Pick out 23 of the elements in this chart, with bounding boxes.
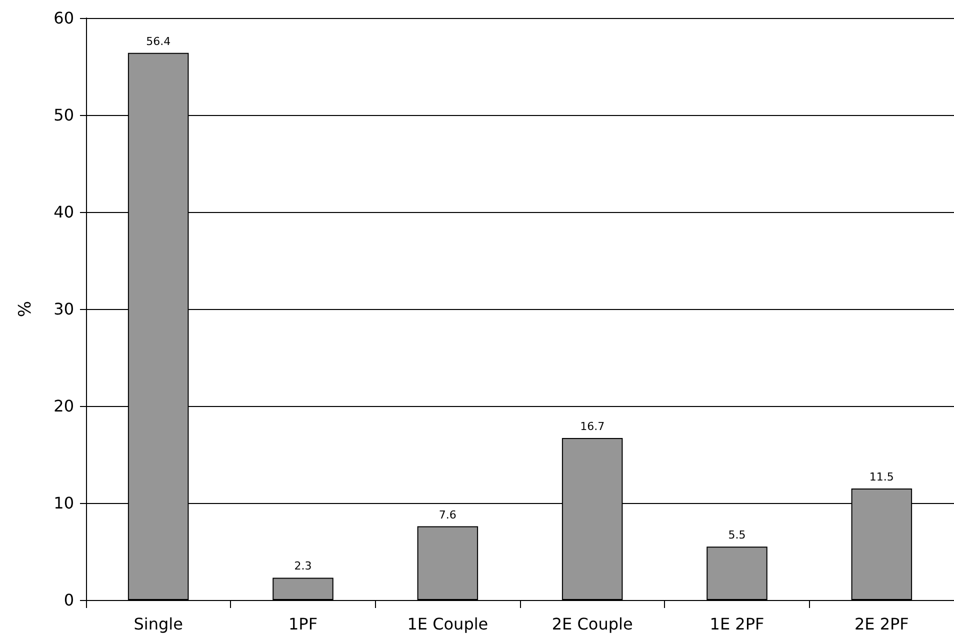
y-tick-label: 40	[54, 202, 74, 222]
x-tick-label: 1E 2PF	[710, 614, 764, 634]
data-label: 11.5	[869, 470, 894, 484]
x-tick-label: 1PF	[288, 614, 318, 634]
y-axis-title: %	[16, 300, 36, 318]
bar	[272, 578, 334, 600]
y-tick-label: 30	[54, 300, 74, 318]
y-tick-label: 60	[54, 8, 74, 28]
x-tick-label: Single	[134, 614, 183, 634]
y-tick-label: 0	[64, 590, 74, 610]
x-tick-label: 2E Couple	[552, 614, 633, 634]
bar	[706, 546, 768, 600]
bar	[417, 526, 478, 600]
data-label: 5.5	[728, 528, 746, 542]
y-tick-label: 50	[54, 106, 74, 124]
data-label: 56.4	[146, 34, 171, 48]
y-tick-label: 20	[54, 396, 74, 416]
data-label: 2.3	[294, 560, 312, 573]
x-tick-label: 2E 2PF	[854, 614, 909, 634]
y-tick-label: 10	[54, 494, 74, 512]
data-label: 16.7	[580, 420, 605, 434]
data-label: 7.6	[438, 508, 456, 522]
x-tick-label: 1E Couple	[407, 614, 488, 634]
